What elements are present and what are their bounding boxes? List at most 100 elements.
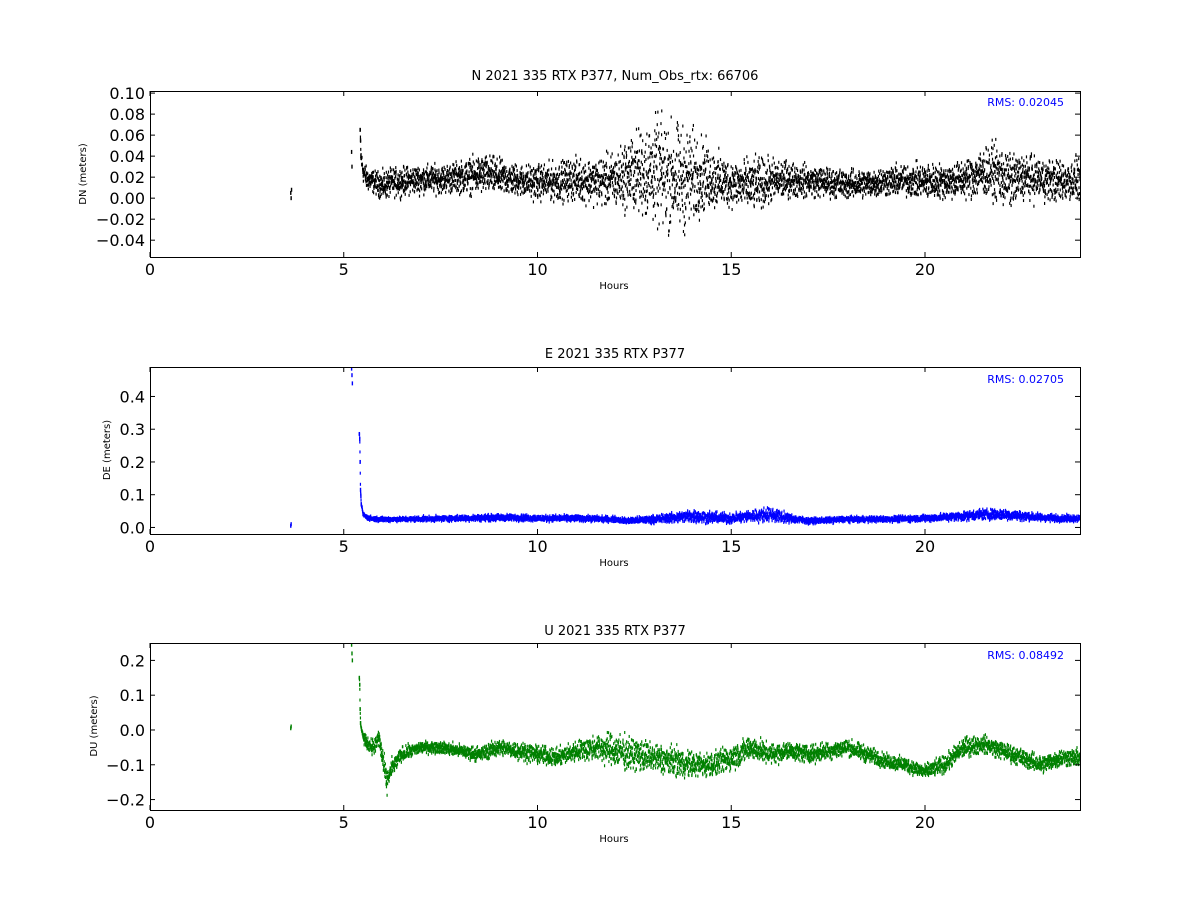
data-point (783, 173, 785, 177)
data-point (512, 178, 515, 182)
data-point (504, 170, 506, 174)
data-point (533, 181, 535, 185)
data-point (813, 173, 816, 177)
data-point (536, 168, 538, 172)
data-point (664, 181, 666, 185)
data-point (618, 167, 620, 171)
data-point (678, 186, 680, 190)
data-point (673, 173, 675, 177)
data-point (1010, 167, 1012, 171)
data-point (838, 181, 840, 185)
data-point (476, 178, 478, 182)
data-point (897, 180, 900, 184)
data-point (944, 185, 946, 189)
data-point (564, 169, 566, 173)
data-point (763, 187, 765, 191)
data-point (643, 182, 646, 186)
data-point (742, 177, 744, 181)
data-point (685, 150, 687, 154)
data-point (891, 177, 893, 181)
data-point (814, 189, 816, 193)
data-point (469, 166, 471, 170)
data-point (794, 177, 796, 181)
data-point (698, 204, 700, 208)
data-point (1004, 196, 1006, 200)
data-point (516, 180, 518, 184)
data-point (838, 189, 841, 193)
data-point (658, 183, 660, 187)
data-point (556, 194, 558, 198)
data-point (523, 176, 525, 180)
data-point (628, 159, 630, 163)
data-point (635, 198, 637, 202)
data-point (728, 182, 730, 186)
data-point (517, 176, 519, 180)
data-point (487, 178, 489, 182)
data-point (698, 164, 701, 168)
data-point (759, 178, 761, 182)
data-point (674, 186, 676, 190)
data-point (902, 176, 904, 180)
data-point (764, 191, 766, 195)
data-point (377, 520, 379, 524)
data-point (528, 163, 530, 167)
data-point (442, 170, 445, 174)
data-point (669, 187, 671, 191)
data-point (695, 168, 697, 172)
data-point (384, 188, 386, 192)
data-point (592, 205, 595, 209)
data-point (1072, 172, 1075, 176)
data-point (745, 166, 747, 170)
data-point (926, 177, 928, 181)
data-point (1056, 161, 1058, 165)
data-point (903, 166, 905, 170)
data-point (593, 175, 595, 179)
data-point (360, 147, 362, 151)
data-point (1010, 179, 1012, 183)
data-point (594, 181, 596, 185)
data-point (1037, 171, 1040, 175)
data-point (546, 172, 548, 176)
data-point (738, 174, 740, 178)
data-point (646, 206, 649, 210)
data-point (698, 187, 700, 191)
data-point (1065, 183, 1067, 187)
data-point (804, 160, 806, 164)
data-point (691, 172, 693, 176)
data-point (435, 194, 437, 198)
data-point (515, 183, 517, 187)
data-point (778, 172, 780, 176)
data-point (998, 170, 1000, 174)
data-point (482, 176, 484, 180)
data-point (771, 197, 773, 201)
data-point (929, 172, 931, 176)
data-point (697, 200, 699, 204)
data-point (577, 177, 579, 181)
data-point (694, 161, 696, 165)
data-point (678, 169, 680, 173)
data-point (656, 165, 658, 169)
data-point (645, 142, 647, 146)
data-point (479, 166, 481, 170)
data-point (732, 167, 734, 171)
data-point (781, 178, 783, 182)
data-point (623, 156, 625, 160)
data-point (979, 167, 981, 171)
data-point (749, 167, 751, 171)
data-point (961, 185, 964, 189)
data-point (892, 190, 894, 194)
data-point (974, 176, 976, 180)
data-point (488, 173, 490, 177)
data-point (971, 189, 974, 193)
data-point (649, 169, 652, 173)
data-point (577, 175, 579, 179)
data-point (609, 179, 611, 183)
data-point (394, 196, 396, 200)
data-point (937, 170, 939, 174)
data-point (807, 185, 810, 189)
data-point (1021, 170, 1024, 174)
data-point (388, 180, 391, 184)
data-point (644, 211, 647, 215)
data-point (863, 181, 866, 185)
data-point (434, 179, 436, 183)
